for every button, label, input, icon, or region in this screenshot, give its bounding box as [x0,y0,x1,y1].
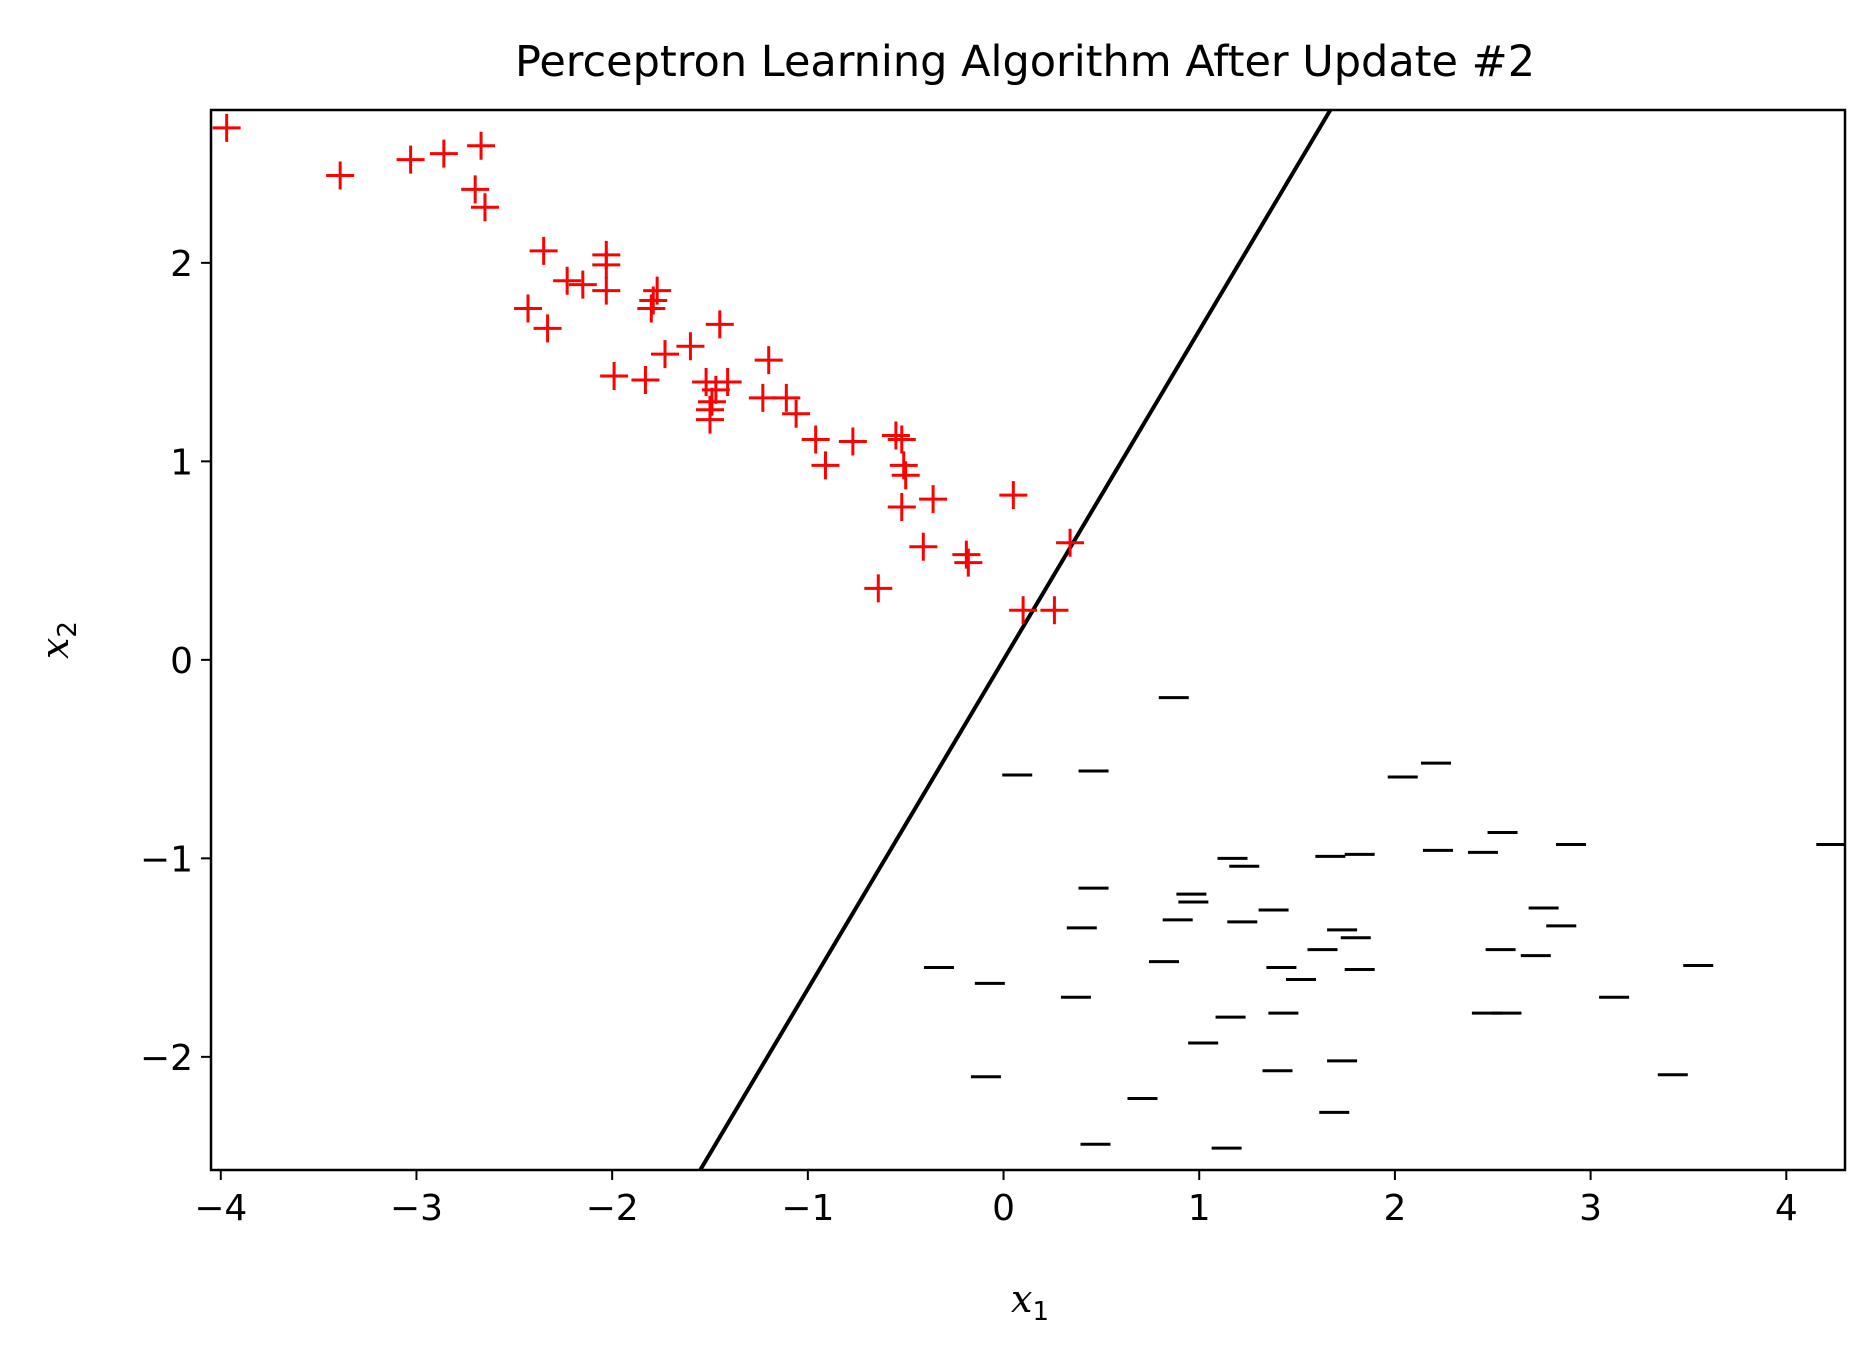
plus-marker [470,193,499,222]
y-tick-label: −2 [140,1038,193,1079]
plus-marker [801,425,830,454]
plus-marker [887,425,916,454]
plus-marker [631,365,660,394]
plus-marker [838,427,867,456]
plus-marker [529,236,558,265]
plus-marker [696,405,725,434]
y-axis-label: x2 [33,621,83,659]
decision-boundary-line [698,110,1333,1170]
plus-marker [999,481,1028,510]
axis-ticks: −4 −3 −2 −1 0 1 2 3 4 −2 −1 0 1 2 [140,244,1798,1229]
x-tick-label: 3 [1579,1188,1602,1229]
plus-marker [954,548,983,577]
x-tick-label: 1 [1188,1188,1211,1229]
plus-marker [701,375,730,404]
x-tick-label: 4 [1775,1188,1798,1229]
y-tick-label: 0 [170,641,193,682]
plot-area [212,110,1845,1170]
plus-marker [811,451,840,480]
plus-marker [909,532,938,561]
plus-marker [1009,596,1038,625]
plus-marker [919,485,948,514]
plus-marker [705,310,734,339]
axes-frame [209,108,1847,1172]
plus-marker [553,266,582,295]
x-tick-label: −3 [390,1188,443,1229]
y-tick-label: 1 [170,442,193,483]
x-tick-label: −1 [781,1188,834,1229]
plus-marker [592,276,621,305]
plus-marker [592,250,621,279]
plus-marker [568,270,597,299]
plus-marker [637,294,666,323]
plus-marker [754,346,783,375]
plus-marker [1056,528,1085,557]
plus-marker [676,332,705,361]
plus-marker [864,574,893,603]
plus-marker [782,399,811,428]
plus-marker [891,461,920,490]
plus-marker [650,340,679,369]
plus-marker [748,383,777,412]
x-tick-label: −4 [194,1188,247,1229]
plus-marker [881,421,910,450]
plus-marker [600,361,629,390]
plus-marker [461,175,490,204]
x-axis-label: x1 [1011,1277,1049,1327]
plus-marker [429,139,458,168]
chart-title: Perceptron Learning Algorithm After Upda… [515,37,1535,87]
plus-marker [212,113,241,142]
plus-marker [887,493,916,522]
plus-marker [1040,596,1069,625]
plus-marker [772,383,801,412]
y-tick-label: −1 [140,839,193,880]
plus-marker [533,314,562,343]
plus-marker [396,145,425,174]
plus-marker [326,161,355,190]
plus-marker [467,131,496,160]
x-tick-label: 2 [1383,1188,1406,1229]
x-tick-label: 0 [992,1188,1015,1229]
plus-marker [514,294,543,323]
y-tick-label: 2 [170,244,193,285]
x-tick-label: −2 [586,1188,639,1229]
